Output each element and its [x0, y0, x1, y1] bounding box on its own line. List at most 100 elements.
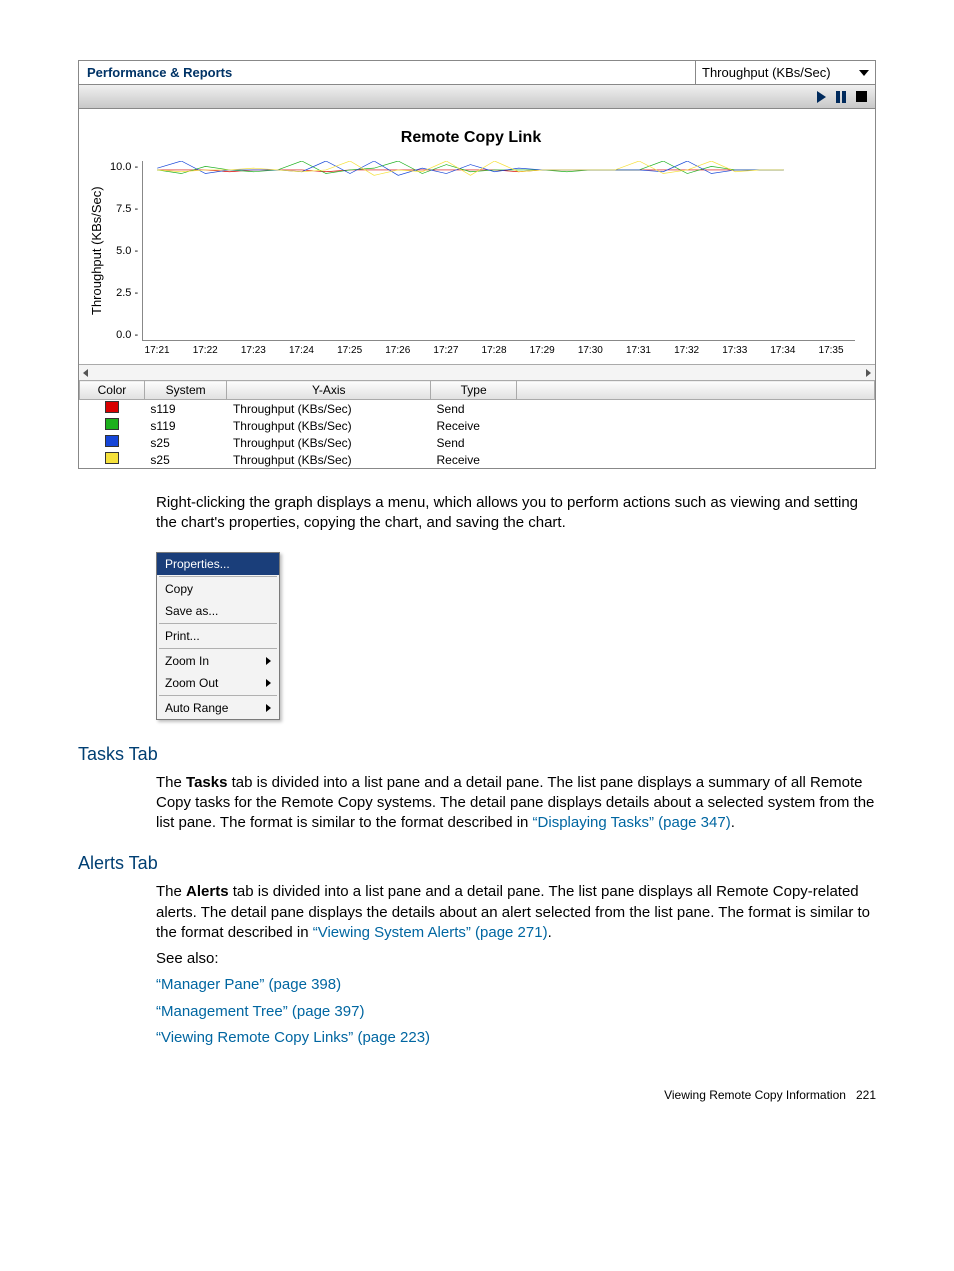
metric-dropdown[interactable]: Throughput (KBs/Sec)	[695, 61, 875, 84]
legend-yaxis: Throughput (KBs/Sec)	[227, 451, 431, 468]
menu-item-label: Save as...	[165, 604, 218, 618]
legend-system: s119	[144, 400, 227, 418]
text: The	[156, 883, 186, 900]
x-tick: 17:31	[614, 345, 662, 356]
legend-type: Receive	[431, 417, 517, 434]
menu-separator	[159, 623, 277, 624]
menu-item-label: Zoom Out	[165, 676, 218, 690]
chart-title: Remote Copy Link	[87, 129, 855, 147]
x-tick: 17:30	[566, 345, 614, 356]
chevron-down-icon	[859, 70, 869, 76]
y-tick: 7.5 -	[116, 203, 138, 215]
color-swatch	[105, 401, 119, 413]
legend-type: Send	[431, 400, 517, 418]
legend-row[interactable]: s119Throughput (KBs/Sec)Send	[80, 400, 875, 418]
legend-yaxis: Throughput (KBs/Sec)	[227, 400, 431, 418]
x-tick: 17:28	[470, 345, 518, 356]
y-tick: 2.5 -	[116, 287, 138, 299]
text: .	[548, 924, 552, 941]
y-tick: 0.0 -	[116, 329, 138, 341]
scroll-right-icon[interactable]	[866, 369, 871, 377]
y-tick: 5.0 -	[116, 245, 138, 257]
menu-item-label: Properties...	[165, 557, 230, 571]
legend-system: s119	[144, 417, 227, 434]
menu-separator	[159, 695, 277, 696]
scroll-left-icon[interactable]	[83, 369, 88, 377]
see-also-label: See also:	[78, 949, 876, 969]
see-also-link[interactable]: “Manager Pane” (page 398)	[156, 976, 341, 993]
x-tick: 17:22	[181, 345, 229, 356]
menu-item-label: Auto Range	[165, 701, 228, 715]
menu-item[interactable]: Save as...	[157, 600, 279, 622]
viewing-alerts-link[interactable]: “Viewing System Alerts” (page 271)	[313, 924, 548, 941]
legend-column-header: Type	[431, 381, 517, 400]
x-tick: 17:21	[133, 345, 181, 356]
tasks-paragraph: The Tasks tab is divided into a list pan…	[78, 773, 876, 834]
x-tick: 17:24	[277, 345, 325, 356]
legend-row[interactable]: s25Throughput (KBs/Sec)Receive	[80, 451, 875, 468]
x-tick: 17:27	[422, 345, 470, 356]
chart-description: Right-clicking the graph displays a menu…	[78, 493, 876, 534]
x-tick: 17:32	[663, 345, 711, 356]
chart-area[interactable]: Remote Copy Link Throughput (KBs/Sec) 10…	[79, 109, 875, 364]
text: The	[156, 774, 186, 791]
x-tick: 17:26	[374, 345, 422, 356]
menu-item[interactable]: Zoom In	[157, 650, 279, 672]
menu-item[interactable]: Zoom Out	[157, 672, 279, 694]
legend-type: Receive	[431, 451, 517, 468]
text: tab is divided into a list pane and a de…	[156, 774, 874, 832]
legend-type: Send	[431, 434, 517, 451]
displaying-tasks-link[interactable]: “Displaying Tasks” (page 347)	[533, 814, 731, 831]
menu-item-label: Zoom In	[165, 654, 209, 668]
pause-icon[interactable]	[836, 91, 846, 103]
panel-title: Performance & Reports	[79, 61, 695, 84]
legend-yaxis: Throughput (KBs/Sec)	[227, 417, 431, 434]
see-also-link[interactable]: “Viewing Remote Copy Links” (page 223)	[156, 1029, 430, 1046]
dropdown-value: Throughput (KBs/Sec)	[702, 65, 831, 80]
menu-separator	[159, 576, 277, 577]
y-axis-ticks: 10.0 - 7.5 - 5.0 - 2.5 - 0.0 -	[106, 161, 142, 341]
legend-row[interactable]: s25Throughput (KBs/Sec)Send	[80, 434, 875, 451]
play-icon[interactable]	[817, 91, 826, 103]
x-axis-ticks: 17:2117:2217:2317:2417:2517:2617:2717:28…	[133, 341, 855, 356]
performance-panel: Performance & Reports Throughput (KBs/Se…	[78, 60, 876, 469]
chart-toolbar	[79, 85, 875, 109]
x-tick: 17:23	[229, 345, 277, 356]
stop-icon[interactable]	[856, 91, 867, 102]
submenu-arrow-icon	[266, 657, 271, 665]
menu-item-label: Print...	[165, 629, 200, 643]
submenu-arrow-icon	[266, 704, 271, 712]
alerts-bold: Alerts	[186, 883, 229, 900]
see-also-link[interactable]: “Management Tree” (page 397)	[156, 1003, 364, 1020]
x-tick: 17:35	[807, 345, 855, 356]
legend-column-header: System	[144, 381, 227, 400]
horizontal-scrollbar[interactable]	[79, 364, 875, 380]
context-menu[interactable]: Properties... Copy Save as... Print... Zoom …	[156, 552, 280, 720]
legend-row[interactable]: s119Throughput (KBs/Sec)Receive	[80, 417, 875, 434]
color-swatch	[105, 452, 119, 464]
x-tick: 17:25	[326, 345, 374, 356]
tasks-heading: Tasks Tab	[78, 744, 876, 765]
menu-item[interactable]: Auto Range	[157, 697, 279, 719]
legend-yaxis: Throughput (KBs/Sec)	[227, 434, 431, 451]
tasks-bold: Tasks	[186, 774, 227, 791]
footer-text: Viewing Remote Copy Information	[664, 1088, 846, 1102]
y-tick: 10.0 -	[110, 161, 138, 173]
chart-plot[interactable]	[142, 161, 855, 341]
menu-item-label: Copy	[165, 582, 193, 596]
x-tick: 17:33	[711, 345, 759, 356]
legend-column-header: Color	[80, 381, 145, 400]
color-swatch	[105, 435, 119, 447]
submenu-arrow-icon	[266, 679, 271, 687]
footer-page-number: 221	[856, 1088, 876, 1102]
x-tick: 17:34	[759, 345, 807, 356]
menu-item[interactable]: Copy	[157, 578, 279, 600]
legend-system: s25	[144, 451, 227, 468]
color-swatch	[105, 418, 119, 430]
panel-header: Performance & Reports Throughput (KBs/Se…	[79, 61, 875, 85]
alerts-paragraph: The Alerts tab is divided into a list pa…	[78, 882, 876, 943]
menu-item[interactable]: Print...	[157, 625, 279, 647]
menu-item[interactable]: Properties...	[157, 553, 279, 575]
legend-system: s25	[144, 434, 227, 451]
page-footer: Viewing Remote Copy Information 221	[78, 1088, 876, 1102]
